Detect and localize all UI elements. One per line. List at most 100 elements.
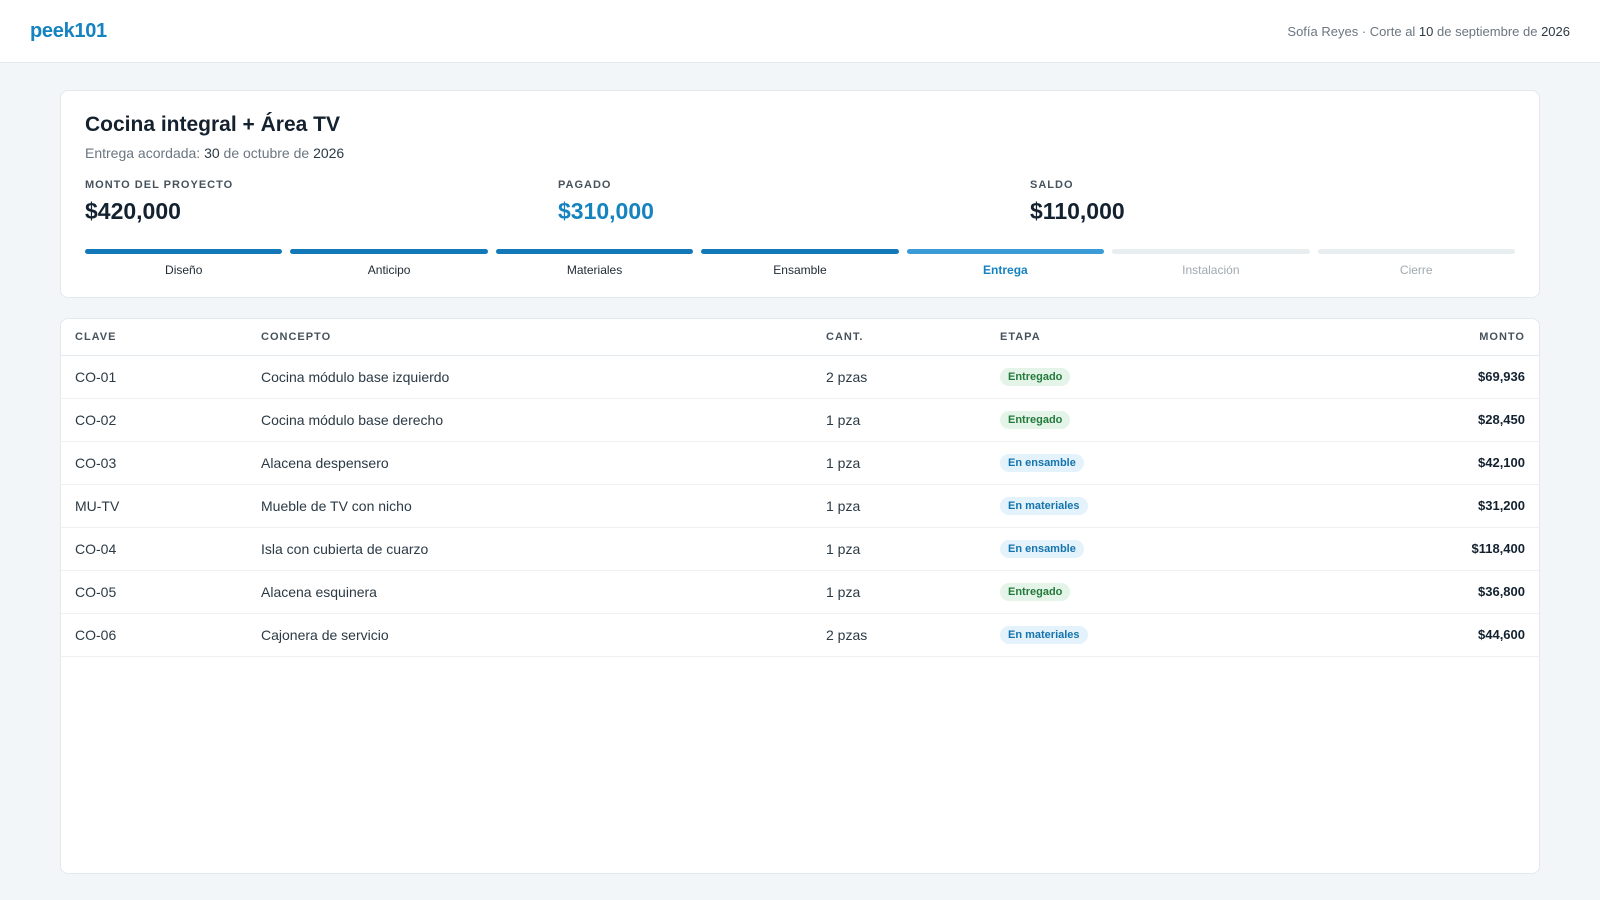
- stage-ensamble: Ensamble: [701, 249, 899, 277]
- table-row[interactable]: CO-05 Alacena esquinera 1 pza Entregado …: [61, 570, 1539, 614]
- stage-label: Ensamble: [773, 263, 827, 277]
- cell-etapa: En ensamble: [986, 527, 1311, 571]
- status-badge: En ensamble: [1000, 540, 1084, 558]
- stage-bar: [495, 249, 694, 254]
- cell-cant: 1 pza: [812, 570, 986, 614]
- cell-clave: CO-05: [61, 570, 247, 614]
- cell-monto: $31,200: [1310, 484, 1539, 528]
- table-row[interactable]: CO-02 Cocina módulo base derecho 1 pza E…: [61, 398, 1539, 442]
- table-header-row: CLAVE CONCEPTO CANT. ETAPA MONTO: [61, 319, 1539, 356]
- stage-anticipo: Anticipo: [290, 249, 488, 277]
- stage-bar: [701, 249, 899, 254]
- cell-etapa: Entregado: [986, 355, 1311, 399]
- cell-monto: $42,100: [1310, 441, 1539, 485]
- table-row[interactable]: CO-03 Alacena despensero 1 pza En ensamb…: [61, 441, 1539, 485]
- delivery-mid: de octubre de: [219, 145, 314, 161]
- stage-bar: [1317, 249, 1515, 254]
- cell-monto: $36,800: [1310, 570, 1539, 614]
- status-badge: En materiales: [1000, 497, 1088, 515]
- cutoff-mid: de septiembre de: [1433, 23, 1542, 39]
- stage-bar: [290, 249, 488, 254]
- cutoff-year: 2026: [1541, 23, 1570, 39]
- cell-etapa: Entregado: [986, 570, 1311, 614]
- cell-cant: 1 pza: [812, 398, 986, 442]
- stage-progress: Diseño Anticipo Materiales Ensamble Entr…: [85, 249, 1515, 277]
- stage-label: Anticipo: [367, 263, 411, 277]
- stage-bar: [1112, 249, 1310, 254]
- header-clave[interactable]: CLAVE: [61, 319, 247, 356]
- cell-monto: $118,400: [1310, 527, 1539, 571]
- table-row[interactable]: MU-TV Mueble de TV con nicho 1 pza En ma…: [61, 484, 1539, 528]
- items-table-card: CLAVE CONCEPTO CANT. ETAPA MONTO CO-01 C…: [60, 318, 1540, 874]
- stage-diseno: Diseño: [85, 249, 283, 277]
- cell-concepto: Alacena esquinera: [247, 570, 812, 614]
- cell-clave: CO-02: [61, 398, 247, 442]
- stage-bar: [906, 249, 1105, 254]
- cell-monto: $28,450: [1310, 398, 1539, 442]
- cell-cant: 1 pza: [812, 441, 986, 485]
- project-summary-card: Cocina integral + Área TV Entrega acorda…: [60, 90, 1540, 298]
- header-etapa[interactable]: ETAPA: [986, 319, 1311, 356]
- delivery-year: 2026: [313, 145, 345, 161]
- cell-cant: 2 pzas: [812, 613, 986, 657]
- cutoff-prefix: · Corte al: [1358, 23, 1419, 39]
- cell-cant: 1 pza: [812, 484, 986, 528]
- stage-materiales: Materiales: [495, 249, 694, 277]
- cell-clave: CO-06: [61, 613, 247, 657]
- cell-etapa: Entregado: [986, 398, 1311, 442]
- cell-concepto: Alacena despensero: [247, 441, 812, 485]
- metric-label: MONTO DEL PROYECTO: [85, 179, 234, 191]
- table-row[interactable]: CO-01 Cocina módulo base izquierdo 2 pza…: [61, 355, 1539, 399]
- stage-bar: [85, 249, 283, 254]
- cell-clave: CO-03: [61, 441, 247, 485]
- status-badge: En materiales: [1000, 626, 1088, 644]
- project-title: Cocina integral + Área TV: [85, 113, 340, 136]
- cell-clave: CO-04: [61, 527, 247, 571]
- stage-label: Cierre: [1399, 263, 1433, 277]
- stage-entrega: Entrega: [906, 249, 1105, 277]
- metric-paid: PAGADO $310,000: [558, 179, 654, 225]
- cell-concepto: Cajonera de servicio: [247, 613, 812, 657]
- cell-concepto: Mueble de TV con nicho: [247, 484, 812, 528]
- metric-label: SALDO: [1030, 179, 1074, 191]
- cell-concepto: Cocina módulo base izquierdo: [247, 355, 812, 399]
- cell-clave: MU-TV: [61, 484, 247, 528]
- cell-monto: $44,600: [1310, 613, 1539, 657]
- metric-value: $420,000: [85, 198, 181, 224]
- metric-balance: SALDO $110,000: [1030, 179, 1125, 225]
- delivery-prefix: Entrega acordada:: [85, 145, 205, 161]
- stage-cierre: Cierre: [1317, 249, 1515, 277]
- table-row[interactable]: CO-06 Cajonera de servicio 2 pzas En mat…: [61, 613, 1539, 657]
- cell-clave: CO-01: [61, 355, 247, 399]
- stage-label: Entrega: [983, 263, 1028, 277]
- metric-value: $310,000: [558, 198, 654, 224]
- stage-instalacion: Instalación: [1112, 249, 1310, 277]
- stage-label: Diseño: [165, 263, 203, 277]
- cell-monto: $69,936: [1310, 355, 1539, 399]
- status-badge: Entregado: [1000, 368, 1071, 386]
- delivery-date: Entrega acordada: 30 de octubre de 2026: [85, 145, 1515, 161]
- metrics: MONTO DEL PROYECTO $420,000 PAGADO $310,…: [85, 179, 1515, 229]
- header-concepto[interactable]: CONCEPTO: [247, 319, 812, 356]
- metric-label: PAGADO: [558, 179, 612, 191]
- cell-cant: 2 pzas: [812, 355, 986, 399]
- cutoff-info: Sofía Reyes · Corte al 10 de septiembre …: [1287, 24, 1570, 39]
- cell-cant: 1 pza: [812, 527, 986, 571]
- items-table: CLAVE CONCEPTO CANT. ETAPA MONTO CO-01 C…: [61, 319, 1539, 657]
- cell-etapa: En materiales: [986, 484, 1311, 528]
- cell-etapa: En materiales: [986, 613, 1311, 657]
- metric-total: MONTO DEL PROYECTO $420,000: [85, 179, 233, 225]
- status-badge: Entregado: [1000, 411, 1071, 429]
- top-bar: peek101 Sofía Reyes · Corte al 10 de sep…: [0, 0, 1600, 63]
- stage-label: Materiales: [566, 263, 623, 277]
- metric-value: $110,000: [1030, 198, 1125, 224]
- cutoff-day: 10: [1418, 23, 1434, 39]
- cell-concepto: Isla con cubierta de cuarzo: [247, 527, 812, 571]
- table-row[interactable]: CO-04 Isla con cubierta de cuarzo 1 pza …: [61, 527, 1539, 571]
- cell-etapa: En ensamble: [986, 441, 1311, 485]
- logo[interactable]: peek101: [30, 19, 107, 42]
- status-badge: En ensamble: [1000, 454, 1084, 472]
- delivery-day: 30: [204, 145, 220, 161]
- header-monto[interactable]: MONTO: [1310, 319, 1539, 356]
- header-cant[interactable]: CANT.: [812, 319, 986, 356]
